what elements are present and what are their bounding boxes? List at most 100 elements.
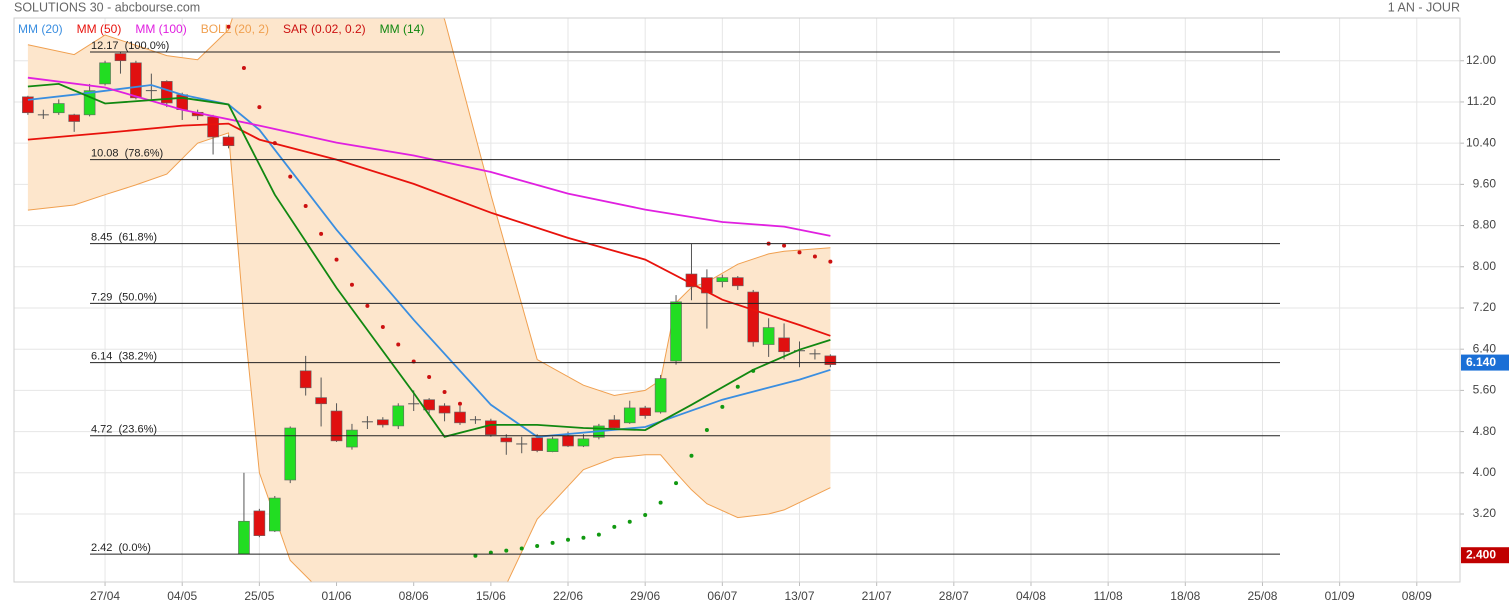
sar-dot	[488, 550, 493, 555]
candle-body	[731, 277, 744, 287]
sar-dot	[674, 481, 679, 486]
fib-label: 10.08 (78.6%)	[91, 148, 163, 160]
x-tick-label: 28/07	[939, 589, 969, 603]
sar-dot	[457, 401, 462, 406]
y-tick-label: 7.20	[1473, 300, 1497, 314]
x-tick-label: 04/05	[167, 589, 197, 603]
y-tick-label: 9.60	[1473, 177, 1497, 191]
plot-frame	[13, 17, 1461, 583]
y-tick-label: 5.60	[1473, 383, 1497, 397]
x-tick-label: 06/07	[707, 589, 737, 603]
sar-dot	[257, 105, 262, 110]
y-tick-label: 4.00	[1473, 465, 1497, 479]
candle-body	[423, 399, 435, 411]
candle-body	[500, 437, 513, 443]
chart-title: SOLUTIONS 30 - abcbourse.com	[14, 0, 200, 14]
candle-body	[346, 429, 358, 448]
axis-layer: 12.00 11.20 10.40 9.60 8.80 8.00 7.20 6.40 5.60 4…	[90, 40, 1509, 603]
sar-dot	[427, 375, 432, 380]
candle-body	[377, 419, 389, 426]
price-badge	[1461, 547, 1509, 564]
sar-dot	[596, 532, 601, 537]
candle-body	[438, 405, 451, 414]
x-tick-label: 25/05	[244, 589, 274, 603]
indicator-line	[27, 76, 831, 237]
sar-dot	[812, 254, 817, 259]
x-tick-label: 29/06	[630, 589, 660, 603]
candle-body	[284, 427, 297, 481]
y-tick-label: 4.80	[1473, 424, 1497, 438]
fib-label: 7.29 (50.0%)	[91, 291, 157, 303]
sar-dot	[627, 519, 632, 524]
x-tick-label: 22/06	[553, 589, 583, 603]
x-tick-label: 25/08	[1247, 589, 1277, 603]
candle-body	[670, 301, 682, 362]
band-upper	[27, 18, 831, 397]
candle-body	[654, 378, 667, 413]
candle-body	[299, 370, 312, 389]
x-tick-label: 21/07	[862, 589, 892, 603]
y-tick-label: 10.40	[1466, 135, 1496, 149]
sar-dot	[612, 524, 617, 529]
candle-body	[207, 116, 219, 138]
candle-body	[454, 411, 466, 424]
fib-label: 12.17 (100.0%)	[91, 40, 169, 52]
candle-body	[531, 437, 543, 451]
candle-body	[747, 291, 760, 343]
sar-dot	[782, 243, 787, 248]
price-badge	[1461, 354, 1509, 371]
sar-dot	[365, 303, 370, 308]
sar-dot	[643, 513, 648, 518]
candle-body	[485, 420, 497, 435]
sar-dot	[519, 546, 524, 551]
candle-body	[546, 438, 559, 452]
candle-body	[99, 62, 111, 85]
sar-dot	[396, 342, 401, 347]
price-badge-label: 2.400	[1466, 547, 1496, 561]
y-tick-label: 11.20	[1467, 94, 1496, 108]
sar-dot	[581, 535, 586, 540]
sar-dot	[334, 257, 339, 262]
legend: MM (20) MM (50) MM (100) BOLL (20, 2) SAR (0…	[18, 22, 424, 36]
sar-dot	[319, 231, 324, 236]
sar-dot	[704, 428, 709, 433]
candle-body	[130, 62, 142, 99]
legend-entry: MM (20)	[18, 22, 63, 36]
candle-body	[68, 114, 80, 122]
candle-body	[269, 497, 281, 532]
candle-body	[315, 397, 327, 405]
candle-body	[778, 337, 790, 353]
candle-body	[253, 510, 266, 536]
candle-body	[52, 103, 65, 114]
candle-body	[623, 407, 636, 424]
sar-dot	[689, 453, 694, 458]
sar-dot	[550, 540, 555, 545]
sar-dot	[535, 543, 540, 548]
legend-entry: MM (14)	[380, 22, 425, 36]
y-tick-label: 8.80	[1473, 218, 1497, 232]
x-tick-label: 27/04	[90, 589, 120, 603]
band-fill	[27, 18, 831, 582]
band-lower	[27, 132, 831, 582]
candle-body	[238, 520, 250, 555]
fib-label: 8.45 (61.8%)	[91, 232, 157, 244]
candle-body	[577, 438, 590, 447]
sar-dot	[288, 174, 293, 179]
sar-dot	[241, 65, 246, 70]
x-tick-label: 15/06	[476, 589, 506, 603]
candle-body	[222, 136, 235, 147]
fib-label: 4.72 (23.6%)	[91, 424, 157, 436]
indicator-line	[27, 82, 831, 438]
x-tick-label: 08/06	[399, 589, 429, 603]
sar-dot	[272, 141, 277, 146]
y-tick-label: 3.20	[1473, 506, 1497, 520]
candle-body	[762, 327, 775, 345]
y-tick-label: 12.00	[1466, 53, 1496, 67]
sar-dot	[504, 548, 509, 553]
candle-body	[114, 53, 127, 62]
legend-entry: MM (50)	[77, 22, 122, 36]
price-badge-label: 6.140	[1466, 355, 1496, 369]
sar-dot	[303, 204, 308, 208]
candle-body	[83, 90, 96, 116]
